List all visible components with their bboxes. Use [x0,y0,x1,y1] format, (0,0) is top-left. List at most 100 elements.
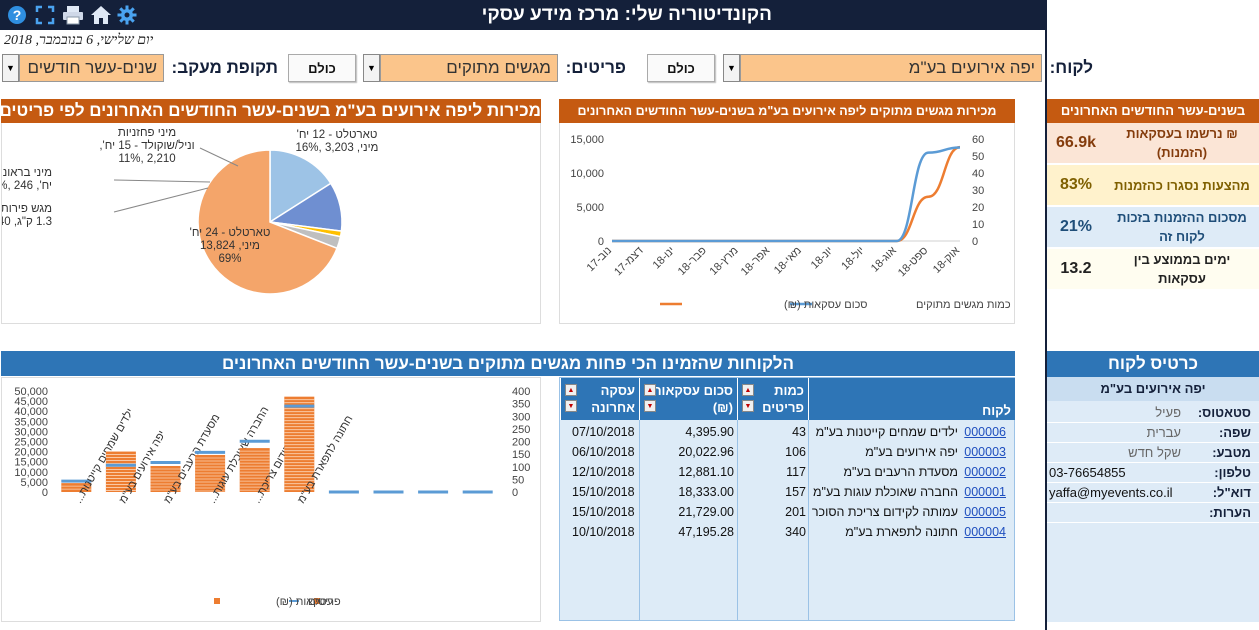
card-field: שפה: עברית [1047,423,1259,443]
kpi-row-frequency: 13.2 ימים בממוצע בין עסקאות [1047,249,1259,290]
y-tick-right: 300 [512,411,530,423]
line-chart: 0 5,000 10,000 15,000 0 10 20 30 40 50 60 נוב-17דצמ… [570,134,1011,311]
all-items-button[interactable]: כולם [288,54,356,82]
bar [239,448,270,492]
x-tick-label: נוב-17 [585,245,614,274]
legend-label: כמות מגשים מתוקים [916,299,1011,311]
col-header-amount: סכום עסקאות (₪) ▲ ▼ [639,378,737,420]
legend-label: סכום עסקאות (₪) [784,299,867,311]
table-row[interactable]: 000005 עמותה לקידום צריכת הסוכר 201 21,729.… [560,502,1016,522]
card-field-label: טלפון: [1214,465,1251,480]
customer-id-link[interactable]: 000002 [964,465,1006,479]
pie-data-label: יח', 246 ,1% [2,180,52,192]
fullscreen-icon[interactable] [34,4,56,26]
customer-card-title: כרטיס לקוח [1047,351,1259,377]
y-tick-right: 0 [972,236,978,248]
y-tick-left: 0 [42,487,48,499]
y-tick-left: 35,000 [14,416,48,428]
legend-label: עסקאות (₪) [276,596,333,608]
y-tick-left: 10,000 [570,168,604,180]
help-icon[interactable]: ? [6,4,28,26]
home-icon[interactable] [90,4,112,26]
kpi-row-sales: 66.9k ₪ נרשמו בעסקאות (הזמנות) [1047,123,1259,164]
col-header-customer: לקוח [808,378,1015,420]
customer-id-link[interactable]: 000001 [964,485,1006,499]
period-filter-label: תקופת מעקב: [171,58,278,77]
customer-id-link[interactable]: 000004 [964,525,1006,539]
col-header-label: לקוח [982,403,1011,418]
top-bar: ? הקונדיטוריה שלי: מרכז מידע עסקי [0,0,1045,30]
sort-asc-button[interactable]: ▲ [644,384,656,396]
items-dropdown-arrow[interactable]: ▼ [363,54,380,82]
page-title: הקונדיטוריה שלי: מרכז מידע עסקי [481,4,772,25]
card-field-value: עברית [1146,425,1181,440]
sort-asc-button[interactable]: ▲ [742,384,754,396]
sort-desc-button[interactable]: ▼ [565,400,577,412]
last-deal-cell: 07/10/2018 [572,425,635,439]
x-tick-label: ינו-18 [651,245,678,272]
customer-id-link[interactable]: 000006 [964,425,1006,439]
y-tick-left: 30,000 [14,426,48,438]
leader-line [113,187,209,213]
table-row[interactable]: 000004 חתונה לתפארת בע"מ 340 47,195.28 10/10… [560,522,1016,542]
y-tick-right: 50 [512,474,524,486]
customer-dropdown-arrow[interactable]: ▼ [723,54,740,82]
customer-name-cell: עמותה לקידום צריכת הסוכר [811,505,958,519]
all-customers-button[interactable]: כולם [647,54,715,82]
kpi-label: ימים בממוצע בין עסקאות [1133,252,1231,286]
svg-text:?: ? [13,7,22,23]
y-tick-left: 20,000 [14,447,48,459]
y-tick-right: 60 [972,134,984,146]
kpi-row-share: 21% מסכום ההזמנות בזכות לקוח זה [1047,207,1259,248]
kpi-label: מסכום ההזמנות בזכות לקוח זה [1117,210,1247,244]
pie-data-label: 1.3 ק"ג, 540 ,3% [2,216,52,228]
sort-asc-button[interactable]: ▲ [565,384,577,396]
table-row[interactable]: 000003 יפה אירועים בע"מ 106 20,022.96 06/10/… [560,442,1016,462]
bar-chart-title: הלקוחות שהזמינו הכי פחות מגשים מתוקים בש… [1,351,1015,376]
amount-cell: 20,022.96 [678,445,734,459]
customer-name-cell: מסעדת הרעבים בע"מ [843,465,958,479]
legend-label: פריטים [308,596,341,608]
table-row[interactable]: 000006 ילדים שמחים קייטנות בע"מ 43 4,395.90… [560,422,1016,442]
col-header-qty: כמות פריטים ▲ ▼ [737,378,808,420]
y-tick-left: 40,000 [14,406,48,418]
card-field: דוא"ל: yaffa@myevents.co.il [1047,483,1259,503]
card-field-value: פעיל [1155,405,1181,420]
x-tick-label: ספט-18 [896,245,931,280]
kpi-label: ₪ נרשמו בעסקאות (הזמנות) [1126,126,1238,160]
items-dropdown[interactable]: מגשים מתוקים [380,54,558,82]
legend-swatch [214,598,220,604]
print-icon[interactable] [62,4,84,26]
customer-dropdown[interactable]: יפה אירועים בע"מ [740,54,1042,82]
bar [61,483,92,492]
pie-data-label: וניל/שוקולד - 15 יח', [99,139,194,152]
pie-data-label: מיני, 13,824 [200,240,260,252]
y-tick-left: 5,000 [20,477,48,489]
card-field-value: שקל חדש [1128,445,1181,460]
sort-desc-button[interactable]: ▼ [644,400,656,412]
kpi-value: 13.2 [1060,260,1092,277]
customer-id-link[interactable]: 000003 [964,445,1006,459]
period-dropdown[interactable]: שנים-עשר חודשים [19,54,164,82]
gear-icon[interactable] [116,4,138,26]
legend-swatch [314,598,320,604]
table-row[interactable]: 000001 החברה שאוכלת עוגות בע"מ 157 18,333.0… [560,482,1016,502]
card-field: הערות: [1047,503,1259,523]
card-field-label: דוא"ל: [1212,485,1251,500]
pie-chart-title: מכירות ליפה אירועים בע"מ בשנים-עשר החודש… [1,99,541,123]
current-date: יום שלישי, 6 בנובמבר, 2018 [4,33,154,48]
y-tick-right: 250 [512,424,530,436]
customer-id-link[interactable]: 000005 [964,505,1006,519]
table-row[interactable]: 000002 מסעדת הרעבים בע"מ 117 12,881.10 12/10… [560,462,1016,482]
qty-cell: 201 [785,505,806,519]
amount-cell: 4,395.90 [685,425,734,439]
pie-data-label: 2,210 ,11% [118,153,175,165]
last-deal-cell: 12/10/2018 [572,465,635,479]
y-tick-right: 150 [512,449,530,461]
period-dropdown-arrow[interactable]: ▼ [2,54,19,82]
last-deal-cell: 15/10/2018 [572,485,635,499]
leader-line [199,147,239,167]
sort-desc-button[interactable]: ▼ [742,400,754,412]
bar [150,465,181,492]
y-tick-left: 15,000 [570,134,604,146]
